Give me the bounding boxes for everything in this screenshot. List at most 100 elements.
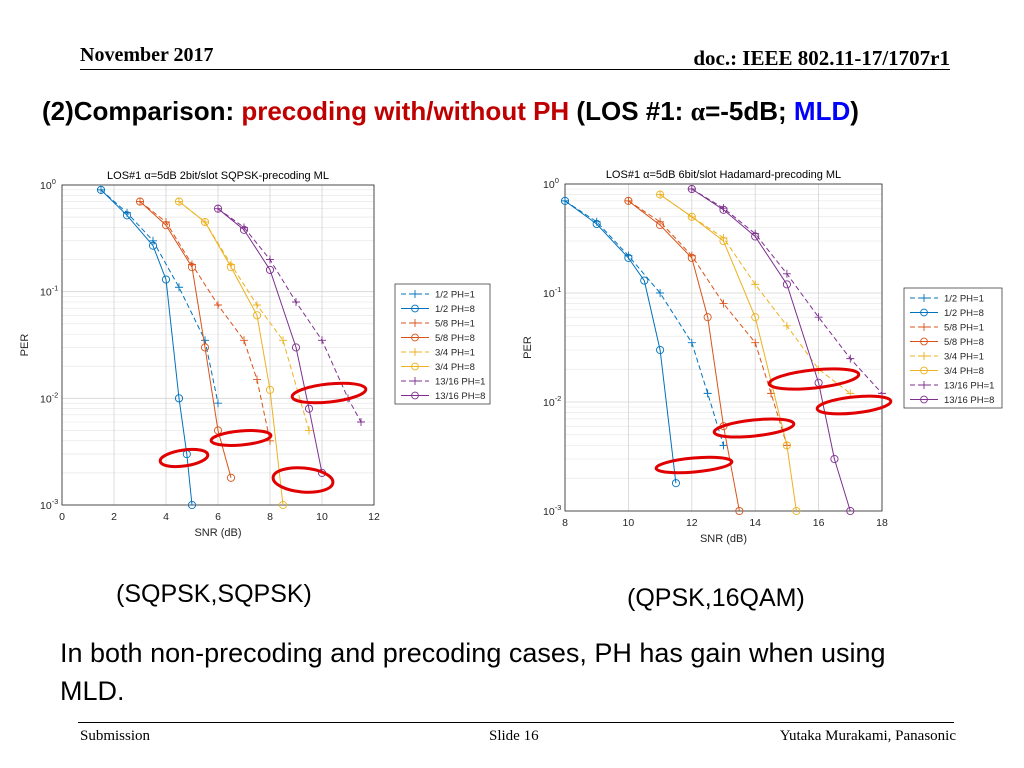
legend-label: 5/8 PH=8 xyxy=(435,333,475,344)
chart-sqpsk: 0 2 4 6 8 10 12 100 10-1 10-2 10-3 LOS#1 α=5dB 2bit… xyxy=(0,160,520,560)
data-point xyxy=(253,300,261,309)
header-date: November 2017 xyxy=(80,44,214,66)
legend-entry: 1/2 PH=1 xyxy=(910,294,984,305)
x-tick-label: 12 xyxy=(686,517,698,529)
legend-label: 13/16 PH=1 xyxy=(435,377,485,388)
highlight-ellipse xyxy=(654,455,734,475)
legend-entry: 3/4 PH=1 xyxy=(910,352,984,363)
data-point xyxy=(703,389,712,398)
legend-entry: 3/4 PH=8 xyxy=(401,362,475,373)
plot-frame xyxy=(564,183,883,512)
y-tick-mantissa: 10 xyxy=(543,506,555,518)
legend-label: 1/2 PH=8 xyxy=(435,304,475,315)
data-point xyxy=(640,276,649,285)
data-point xyxy=(305,426,313,435)
legend-marker xyxy=(411,304,419,313)
data-point xyxy=(265,265,275,274)
data-point xyxy=(656,221,665,230)
y-tick-exponent: -1 xyxy=(555,285,562,294)
title-suffix: ) xyxy=(850,96,859,126)
legend-marker xyxy=(411,391,419,400)
data-point xyxy=(782,269,791,278)
legend-marker xyxy=(411,362,419,371)
data-point xyxy=(252,311,262,320)
data-point xyxy=(846,506,855,516)
y-tick-mantissa: 10 xyxy=(40,287,52,299)
data-point xyxy=(226,473,236,482)
data-point xyxy=(830,454,839,464)
legend-entry: 5/8 PH=8 xyxy=(401,333,475,344)
y-tick-mantissa: 10 xyxy=(543,397,555,409)
header-rule xyxy=(80,69,950,70)
legend-label: 3/4 PH=8 xyxy=(944,366,984,377)
y-tick-mantissa: 10 xyxy=(40,180,52,192)
data-point xyxy=(719,236,728,246)
chart-hadamard: 8 10 12 14 16 18 100 10-1 10-2 10-3 LOS#1 α=5dB 6b… xyxy=(512,160,1024,560)
slide-title: (2)Comparison: precoding with/without PH… xyxy=(42,96,859,127)
data-point xyxy=(214,399,222,408)
x-tick-label: 10 xyxy=(316,511,328,523)
legend-label: 3/4 PH=8 xyxy=(435,362,475,373)
footer-rule xyxy=(78,722,954,723)
y-tick-label: 10-2 xyxy=(543,394,561,409)
series-line xyxy=(139,201,232,478)
data-point xyxy=(292,298,300,307)
data-point xyxy=(846,354,855,363)
data-point xyxy=(304,404,314,413)
title-mld: MLD xyxy=(793,96,851,126)
highlight-ellipse xyxy=(767,367,861,391)
legend-marker xyxy=(920,366,928,375)
data-point xyxy=(187,500,197,510)
legend-marker xyxy=(920,294,928,302)
legend-label: 5/8 PH=1 xyxy=(944,323,984,334)
legend-label: 1/2 PH=1 xyxy=(435,290,475,301)
highlight-ellipse xyxy=(209,429,273,447)
x-tick-label: 4 xyxy=(163,511,169,523)
legend-entry: 1/2 PH=1 xyxy=(401,290,475,301)
legend-entry: 5/8 PH=8 xyxy=(910,337,984,348)
data-point xyxy=(656,190,665,199)
legend-label: 5/8 PH=8 xyxy=(944,337,984,348)
legend-label: 5/8 PH=1 xyxy=(435,319,475,330)
legend-marker xyxy=(920,323,928,331)
x-tick-label: 8 xyxy=(562,517,568,529)
legend-marker xyxy=(920,337,928,346)
series-6 xyxy=(174,197,288,510)
data-point xyxy=(624,253,633,262)
data-point xyxy=(214,204,222,213)
y-tick-mantissa: 10 xyxy=(543,288,555,300)
data-point xyxy=(814,313,823,322)
y-tick-exponent: 0 xyxy=(555,176,559,185)
legend-entry: 5/8 PH=1 xyxy=(910,323,984,334)
y-tick-label: 10-1 xyxy=(543,285,561,300)
data-point xyxy=(148,241,158,250)
legend-entry: 5/8 PH=1 xyxy=(401,319,475,330)
data-point xyxy=(97,185,105,194)
data-point xyxy=(291,343,301,352)
data-point xyxy=(265,385,275,394)
title-highlight: precoding with/without PH xyxy=(241,96,570,126)
data-point xyxy=(200,343,210,352)
header-doc-id: doc.: IEEE 802.11-17/1707r1 xyxy=(693,46,950,70)
legend-marker xyxy=(411,290,419,298)
y-axis-label: PER xyxy=(522,336,534,359)
highlight-ellipse xyxy=(290,381,368,405)
footer-author: Yutaka Murakami, Panasonic xyxy=(779,728,956,744)
y-tick-exponent: -2 xyxy=(52,390,59,399)
legend-label: 1/2 PH=1 xyxy=(944,294,984,305)
legend-label: 1/2 PH=8 xyxy=(944,308,984,319)
data-point xyxy=(656,345,665,355)
data-point xyxy=(719,205,728,214)
legend-box xyxy=(394,283,491,405)
caption-left: (SQPSK,SQPSK) xyxy=(116,580,312,608)
data-point xyxy=(735,506,744,516)
series-line xyxy=(564,200,677,484)
chart-title: LOS#1 α=5dB 2bit/slot SQPSK-precoding ML xyxy=(107,170,329,182)
y-tick-exponent: -1 xyxy=(52,284,59,293)
data-point xyxy=(226,263,236,272)
data-point xyxy=(161,221,171,230)
y-tick-label: 100 xyxy=(40,177,56,192)
title-middle: (LOS #1: xyxy=(569,96,691,126)
series-line xyxy=(217,208,323,473)
legend-entry: 13/16 PH=1 xyxy=(910,381,994,392)
